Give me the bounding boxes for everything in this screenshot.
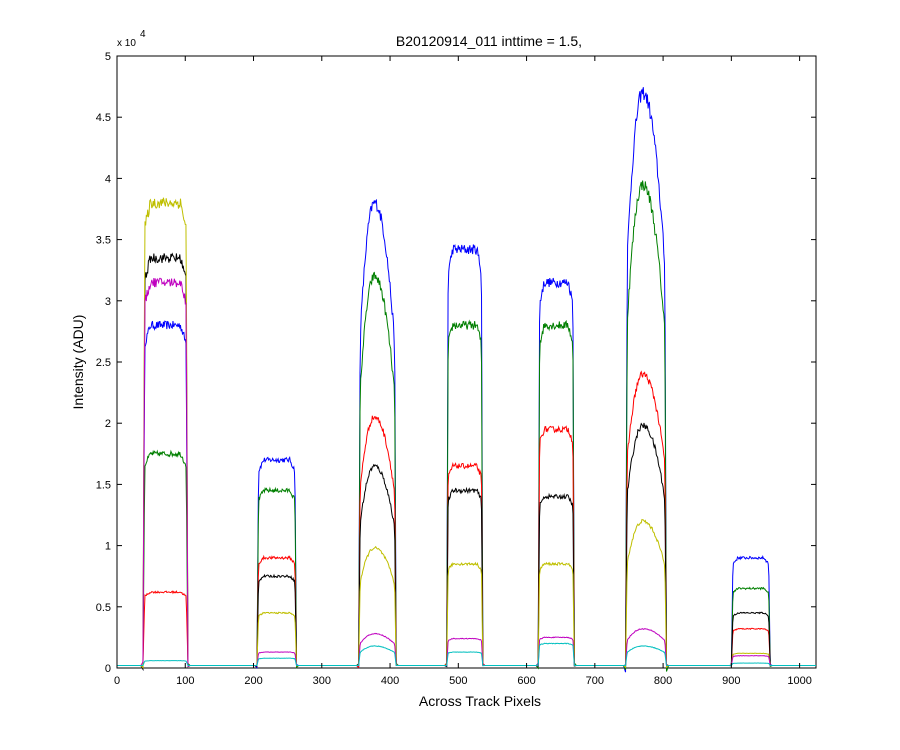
series-line-1 — [117, 87, 816, 673]
y-tick-label: 1.5 — [96, 479, 111, 491]
x-tick-label: 700 — [586, 675, 604, 687]
x-axis-label: Across Track Pixels — [419, 693, 541, 709]
y-exponent-power: 4 — [140, 29, 146, 40]
y-tick-label: 5 — [105, 51, 111, 63]
x-tick-label: 100 — [176, 675, 194, 687]
ticks-layer: 0 100 200 300 400 500 600 700 800 900 1000 0 0.5 1 1.5… — [96, 51, 816, 687]
x-tick-label: 1000 — [787, 675, 811, 687]
y-tick-label: 3 — [105, 296, 111, 308]
y-tick-label: 1 — [105, 541, 111, 553]
y-tick-label: 2.5 — [96, 357, 111, 369]
x-tick-label: 200 — [244, 675, 262, 687]
x-tick-label: 800 — [654, 675, 672, 687]
chart-title: B20120914_011 inttime = 1.5, — [396, 33, 582, 49]
y-exponent-label: x 10 4 — [117, 29, 146, 49]
plot-area — [116, 55, 817, 669]
x-tick-label: 0 — [114, 675, 120, 687]
y-tick-label: 0.5 — [96, 602, 111, 614]
x-tick-label: 600 — [517, 675, 535, 687]
x-tick-label: 900 — [722, 675, 740, 687]
x-tick-label: 500 — [449, 675, 467, 687]
y-tick-label: 4 — [105, 173, 111, 185]
y-tick-label: 3.5 — [96, 235, 111, 247]
series-line-7 — [117, 642, 816, 667]
y-tick-label: 2 — [105, 418, 111, 430]
y-exponent-base: x 10 — [117, 38, 136, 49]
series-layer — [117, 87, 816, 673]
y-axis-label: Intensity (ADU) — [70, 315, 86, 410]
x-tick-label: 300 — [313, 675, 331, 687]
y-tick-label: 4.5 — [96, 112, 111, 124]
y-tick-label: 0 — [105, 663, 111, 675]
x-tick-label: 400 — [381, 675, 399, 687]
